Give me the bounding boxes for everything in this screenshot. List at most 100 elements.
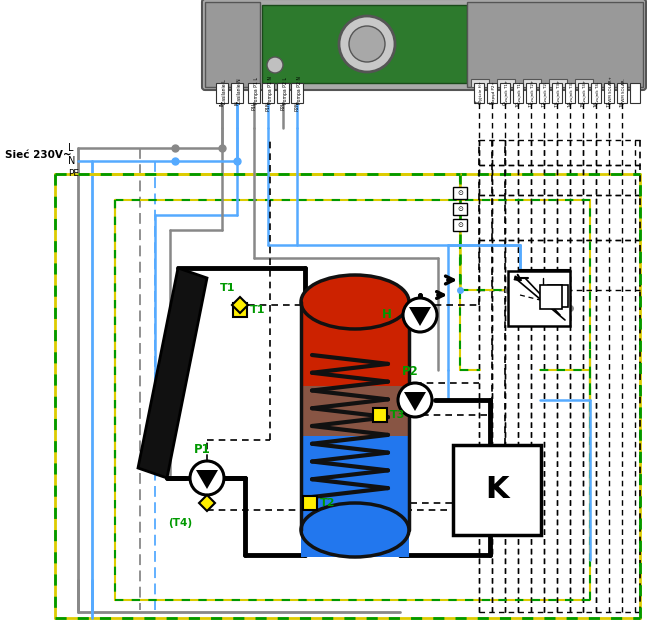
Bar (205, 2, 260, 87)
Bar (277, 83, 289, 103)
Bar (575, 79, 593, 87)
Text: Zasilanie L: Zasilanie L (222, 79, 227, 104)
Text: P2L: P2L (281, 101, 285, 110)
Text: 10: 10 (516, 101, 520, 107)
Ellipse shape (301, 275, 409, 329)
FancyBboxPatch shape (202, 0, 646, 90)
Polygon shape (404, 392, 426, 411)
Text: T: T (476, 101, 481, 104)
Text: P1N: P1N (265, 101, 270, 111)
Text: Czujnik T2-: Czujnik T2- (544, 82, 548, 104)
Circle shape (190, 461, 224, 495)
Text: PE: PE (68, 169, 79, 178)
Text: 11: 11 (529, 101, 534, 107)
Text: T1: T1 (220, 283, 236, 293)
Bar (497, 79, 515, 87)
Bar (540, 285, 562, 309)
Bar (471, 79, 489, 87)
Text: 12: 12 (542, 101, 547, 107)
Text: (T4): (T4) (168, 518, 192, 528)
Bar (453, 445, 541, 535)
Text: Czujnik T1+: Czujnik T1+ (505, 80, 509, 104)
Text: Czujnik T4+: Czujnik T4+ (583, 80, 587, 104)
Text: L: L (68, 143, 74, 153)
Bar (453, 187, 467, 199)
Text: Czujnik T3+: Czujnik T3+ (557, 80, 561, 104)
Text: T2: T2 (320, 498, 336, 508)
Bar (233, 303, 247, 317)
Bar (291, 83, 303, 103)
Circle shape (339, 16, 395, 72)
Bar (453, 219, 467, 231)
Text: S: S (490, 101, 494, 104)
Text: Pompa P1 N: Pompa P1 N (268, 76, 273, 104)
Polygon shape (138, 268, 207, 478)
Polygon shape (232, 297, 248, 313)
Text: T3: T3 (390, 410, 406, 420)
Text: Czujnik T3-: Czujnik T3- (570, 82, 574, 104)
Bar (467, 2, 643, 87)
Text: Czujnik T1-: Czujnik T1- (518, 82, 522, 104)
Bar (301, 436, 409, 557)
Bar (453, 203, 467, 215)
Circle shape (349, 26, 385, 62)
Text: ⊙: ⊙ (457, 206, 463, 212)
Text: N: N (68, 156, 75, 166)
Text: 13: 13 (554, 101, 560, 107)
Bar (508, 271, 570, 326)
Bar (301, 302, 409, 416)
Bar (565, 83, 575, 103)
Bar (513, 83, 523, 103)
Bar (373, 408, 387, 422)
Circle shape (267, 57, 283, 73)
Circle shape (398, 383, 432, 417)
Text: H: H (382, 308, 392, 322)
Text: 17: 17 (606, 101, 611, 107)
Text: PWM SOLAR-: PWM SOLAR- (622, 78, 626, 104)
Text: 18: 18 (619, 101, 624, 107)
Text: IN: IN (219, 101, 225, 106)
Text: 16: 16 (593, 101, 598, 107)
Text: N: N (234, 101, 239, 104)
Text: ⊙: ⊙ (457, 222, 463, 228)
Bar (487, 83, 497, 103)
Bar (303, 496, 317, 510)
Bar (578, 83, 588, 103)
Circle shape (403, 298, 437, 332)
Polygon shape (409, 307, 431, 326)
Text: Czujnik T2+: Czujnik T2+ (531, 80, 535, 104)
Text: 14: 14 (567, 101, 573, 107)
Text: ⊙: ⊙ (457, 190, 463, 196)
Text: P1: P1 (193, 443, 210, 456)
Text: Pompa P1 L: Pompa P1 L (254, 77, 259, 104)
Bar (262, 83, 274, 103)
Text: 15: 15 (580, 101, 586, 107)
Ellipse shape (301, 503, 409, 557)
Bar (552, 83, 562, 103)
Bar (617, 83, 627, 103)
Text: P2N: P2N (294, 101, 300, 111)
Bar (523, 79, 541, 87)
Bar (549, 79, 567, 87)
Bar (248, 83, 260, 103)
Text: Czujnik T4-: Czujnik T4- (596, 82, 600, 104)
Bar (520, 270, 570, 325)
Bar (604, 83, 614, 103)
Polygon shape (196, 470, 218, 489)
Text: Zasilanie N: Zasilanie N (237, 78, 242, 104)
Text: P1L: P1L (252, 101, 256, 110)
Text: Pompa P2 L: Pompa P2 L (283, 77, 288, 104)
Bar (301, 386, 409, 446)
Bar (231, 83, 243, 103)
Bar (630, 83, 640, 103)
Bar (591, 83, 601, 103)
Bar (526, 83, 536, 103)
Text: Sieć 230V~: Sieć 230V~ (5, 150, 72, 160)
Bar (474, 83, 484, 103)
Bar (539, 83, 549, 103)
Bar (500, 83, 510, 103)
Text: K: K (485, 475, 509, 505)
Text: O: O (503, 101, 507, 104)
Bar (262, 5, 467, 83)
Polygon shape (199, 495, 215, 511)
